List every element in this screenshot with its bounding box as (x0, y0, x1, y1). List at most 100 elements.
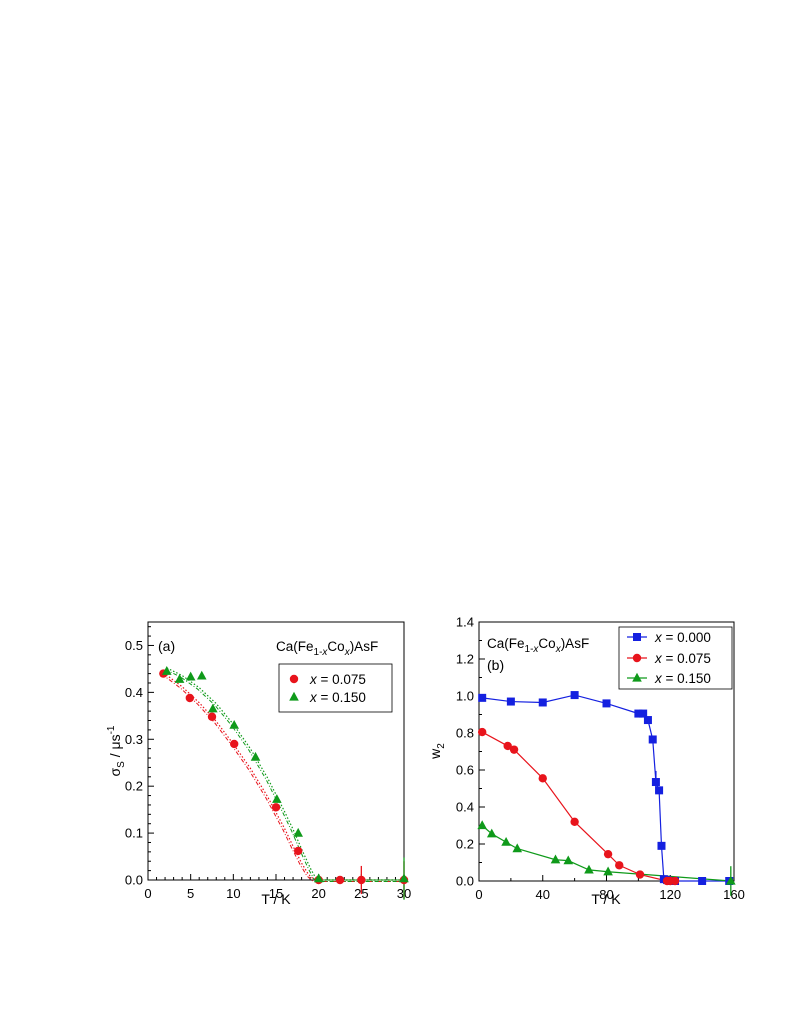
panel-a-x-tick-label: 5 (187, 886, 194, 901)
panel-b-y-tick-label: 0.6 (456, 763, 474, 778)
panel-a-point-series0 (357, 875, 366, 885)
panel-a-point-series1 (229, 720, 239, 729)
panel-b-point-series0 (648, 735, 657, 744)
panel-a-fit-curve (165, 669, 403, 882)
panel-a-fit-curve (163, 672, 404, 881)
panel-b-point-series1 (615, 861, 624, 870)
panel-a-point-series0 (335, 875, 345, 885)
panel-b-y-tick-label: 0.4 (456, 800, 474, 815)
panel-b-legend-marker (633, 633, 641, 641)
panel-b-axes: 0 40 80 120 160 0.0 0.2 0.4 0.6 0.8 1.0 1.2 1.4 (456, 615, 745, 903)
panel-b-x-tick-label: 40 (536, 887, 550, 902)
panel-a-point-series0 (207, 712, 217, 721)
panel-a-y-tick-label: 0.3 (125, 732, 143, 747)
panel-a-fit-curve (161, 673, 403, 882)
panel-b-point-series0 (651, 778, 660, 787)
panel-b-point-series0 (634, 709, 643, 718)
panel-a-point-series1 (293, 827, 303, 837)
panel-b-point-series0 (506, 697, 515, 706)
panel-b-point-series0 (657, 841, 666, 850)
panel-a-y-tick-label: 0.2 (125, 779, 143, 794)
panel-a-fit-curve (166, 667, 404, 881)
panel-b: 0 40 80 120 160 0.0 0.2 0.4 0.6 0.8 1.0 1.2 1.4 Ca(F… (427, 615, 745, 908)
panel-a-x-tick-label: 10 (226, 886, 240, 901)
panel-a-point-series1 (272, 794, 282, 803)
panel-b-point-series2 (563, 855, 574, 865)
panel-a-point-series1 (196, 670, 207, 680)
panel-a-point-series1 (185, 671, 196, 681)
panel-b-point-series0 (602, 699, 611, 708)
panel-a-point-series1 (313, 873, 324, 883)
panel-b-x-axis-label: T / K (591, 891, 621, 907)
panel-b-legend-marker (632, 653, 642, 663)
panel-a-legend-marker (289, 691, 299, 701)
panel-a-x-axis-label: T / K (261, 891, 291, 907)
panel-b-point-series1 (635, 870, 645, 879)
panel-b-y-tick-label: 0.8 (456, 726, 474, 741)
panel-b-point-series2 (512, 843, 523, 853)
panel-b-y-tick-label: 0.0 (456, 874, 474, 889)
panel-b-x-tick-label: 0 (475, 887, 482, 902)
panel-a-plot-frame (147, 621, 405, 881)
panel-a-legend-label: x = 0.075 (309, 672, 366, 687)
panel-b-point-series1 (477, 727, 487, 737)
panel-b-point-series1 (670, 876, 680, 886)
panel-a-x-tick-label: 15 (269, 886, 283, 901)
panel-b-legend: x = 0.000 x = 0.075 x = 0.150 (618, 626, 733, 690)
panel-b-point-series0 (478, 693, 487, 702)
panel-b-point-series2 (603, 866, 613, 876)
panel-a-legend-label: x = 0.150 (309, 690, 366, 705)
panel-a-y-tick-label: 0.5 (125, 638, 143, 653)
panel-a-point-series1 (161, 666, 172, 675)
panel-b-point-series2 (477, 820, 487, 830)
panel-b-point-series2 (584, 864, 594, 874)
panel-a-point-series0 (229, 739, 239, 749)
panel-a-y-tick-label: 0.4 (125, 685, 143, 700)
panel-b-point-series2 (486, 828, 497, 838)
panel-b-point-series2 (726, 875, 736, 885)
panel-a-point-series0 (271, 803, 281, 812)
panel-a-axes: 0 5 10 15 20 25 300.00.10.20.30.40.5 (125, 626, 411, 901)
panel-b-point-series1 (603, 849, 613, 859)
panel-b-y-tick-label: 1.4 (456, 615, 474, 630)
panel-b-legend-label: x = 0.000 (654, 630, 711, 645)
panel-a-point-series1 (399, 873, 409, 883)
panel-b-y-tick-label: 1.2 (456, 652, 474, 667)
panel-b-point-series2 (501, 836, 511, 846)
panel-b-legend-label: x = 0.075 (654, 651, 711, 666)
panel-b-point-series0 (639, 709, 648, 718)
panel-a-point-series1 (174, 674, 185, 683)
panel-b-legend-label: x = 0.150 (654, 671, 711, 686)
panel-a-point-series1 (208, 703, 218, 713)
panel-b-point-series1 (503, 741, 512, 751)
panel-b-point-series0 (538, 698, 547, 707)
panel-b-x-tick-label: 120 (659, 887, 681, 902)
panel-b-label: (b) (487, 657, 504, 673)
panel-a-legend-box (278, 663, 393, 713)
panel-b-series-line (481, 731, 676, 882)
panel-a-label: (a) (158, 638, 175, 654)
panel-a-point-series1 (250, 751, 261, 761)
panel-b-point-series0 (570, 691, 579, 700)
panel-b-point-series0 (698, 877, 707, 885)
panel-b-legend-marker (632, 672, 642, 682)
panel-a-compound-label: Ca(Fe1-xCox)AsF (276, 639, 378, 658)
panel-b-x-tick-label: 80 (599, 887, 613, 902)
panel-b-point-series1 (570, 817, 579, 826)
panel-b-point-series2 (550, 854, 561, 864)
panel-a-point-series0 (185, 693, 195, 703)
panel-a-legend-marker (289, 674, 299, 684)
panel-b-y-tick-label: 1.0 (456, 689, 474, 704)
panel-a-y-tick-label: 0.0 (125, 873, 143, 888)
panel-a-y-tick-label: 0.1 (125, 826, 143, 841)
panel-a-y-axis-label: σS / μs-1 (106, 725, 127, 776)
panel-b-point-series1 (538, 774, 547, 783)
panel-b-point-series0 (643, 716, 652, 725)
panel-b-compound-label: Ca(Fe1-xCox)AsF (487, 636, 589, 655)
panel-a-x-tick-label: 0 (144, 886, 151, 901)
panel-b-y-tick-label: 0.2 (456, 837, 474, 852)
panel-a-x-tick-label: 20 (311, 886, 325, 901)
panel-a: 0 5 10 15 20 25 300.00.10.20.30.40.5 (a) Ca(Fe… (106, 621, 411, 907)
panel-a-legend: x = 0.075 x = 0.150 (278, 663, 393, 713)
